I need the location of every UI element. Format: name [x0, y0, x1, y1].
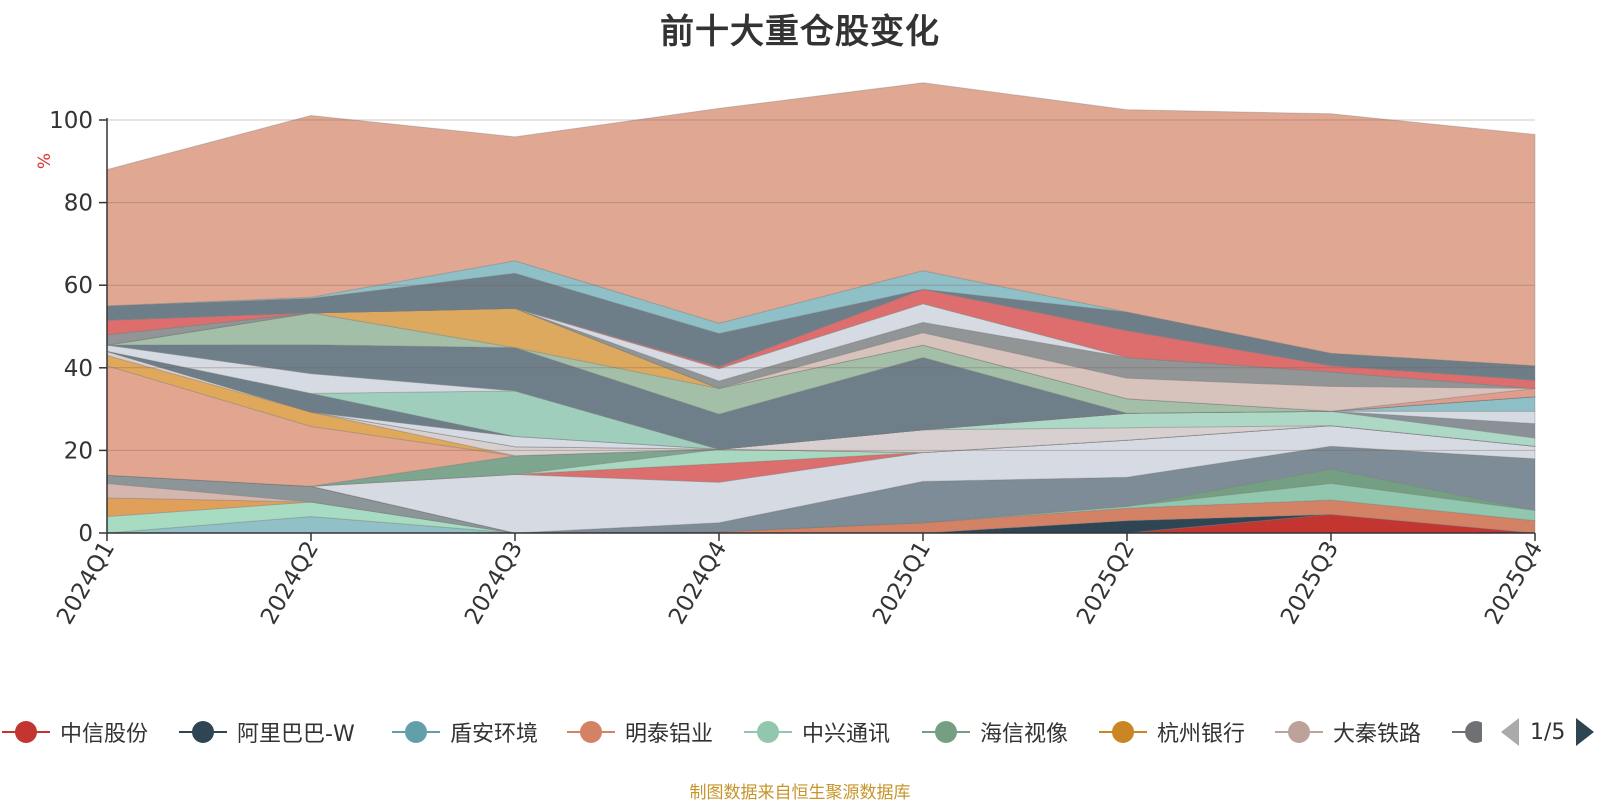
legend-item[interactable]: 明泰铝业 [565, 712, 713, 752]
legend-marker-icon [1452, 721, 1482, 743]
x-tick-label: 2025Q2 [1072, 537, 1140, 629]
legend-label: 中信股份 [60, 722, 149, 747]
legend-marker-icon [1275, 721, 1323, 743]
legend-prev-icon[interactable] [1500, 716, 1520, 748]
legend-label: 明泰铝业 [625, 722, 714, 747]
legend-label: 盾安环境 [450, 722, 539, 747]
x-tick-label: 2024Q1 [52, 537, 120, 629]
y-tick-label: 80 [64, 191, 93, 217]
y-tick-label: 60 [64, 273, 93, 299]
legend: 中信股份 阿里巴巴-W 盾安环境 明泰铝业 中兴通讯 海信视像 杭州银行 大秦铁路 [0, 712, 1600, 752]
data-source-note: 制图数据来自恒生聚源数据库 [689, 783, 911, 803]
legend-label: 海信视像 [980, 722, 1069, 747]
x-tick-label: 2025Q4 [1480, 537, 1548, 629]
y-tick-label: 0 [78, 521, 93, 547]
legend-item[interactable]: 盾安环境 [390, 712, 538, 752]
area-s24 [106, 307, 1536, 412]
legend-item[interactable]: 海信视像 [920, 712, 1068, 752]
y-tick-label: 100 [49, 108, 93, 134]
legend-item[interactable]: 中信股份 [0, 712, 148, 752]
legend-marker-icon [922, 721, 970, 743]
legend-item[interactable]: 杭州银行 [1097, 712, 1245, 752]
y-tick-label: 40 [64, 356, 93, 382]
legend-marker-icon [179, 721, 227, 743]
legend-next-icon[interactable] [1575, 716, 1595, 748]
x-tick-label: 2024Q2 [256, 537, 324, 629]
legend-marker-icon [1099, 721, 1147, 743]
x-tick-label: 2025Q1 [868, 537, 936, 629]
legend-label: 阿里巴巴-W [237, 722, 355, 747]
gridlines [107, 119, 1535, 451]
chart-title: 前十大重仓股变化 [660, 12, 940, 52]
x-tick-label: 2025Q3 [1276, 537, 1344, 629]
area-layers [106, 82, 1536, 534]
legend-item[interactable]: 中兴通讯 [742, 712, 890, 752]
legend-item[interactable]: 大秦铁路 [1273, 712, 1421, 752]
x-tick-label: 2024Q3 [460, 537, 528, 629]
legend-label: 杭州银行 [1157, 722, 1246, 747]
y-axis-label: % [35, 153, 55, 169]
legend-pager: 1/5 [1500, 712, 1595, 752]
x-tick-label: 2024Q4 [664, 537, 732, 629]
y-tick-label: 20 [64, 438, 93, 464]
legend-label: 大秦铁路 [1333, 722, 1422, 747]
area-s31 [106, 82, 1536, 367]
legend-item-partial[interactable] [1450, 712, 1482, 752]
legend-marker-icon [744, 721, 792, 743]
legend-item[interactable]: 阿里巴巴-W [177, 712, 355, 752]
legend-marker-icon [392, 721, 440, 743]
legend-marker-icon [2, 721, 50, 743]
legend-label: 中兴通讯 [802, 722, 891, 747]
legend-page-indicator: 1/5 [1530, 719, 1566, 745]
legend-marker-icon [567, 721, 615, 743]
